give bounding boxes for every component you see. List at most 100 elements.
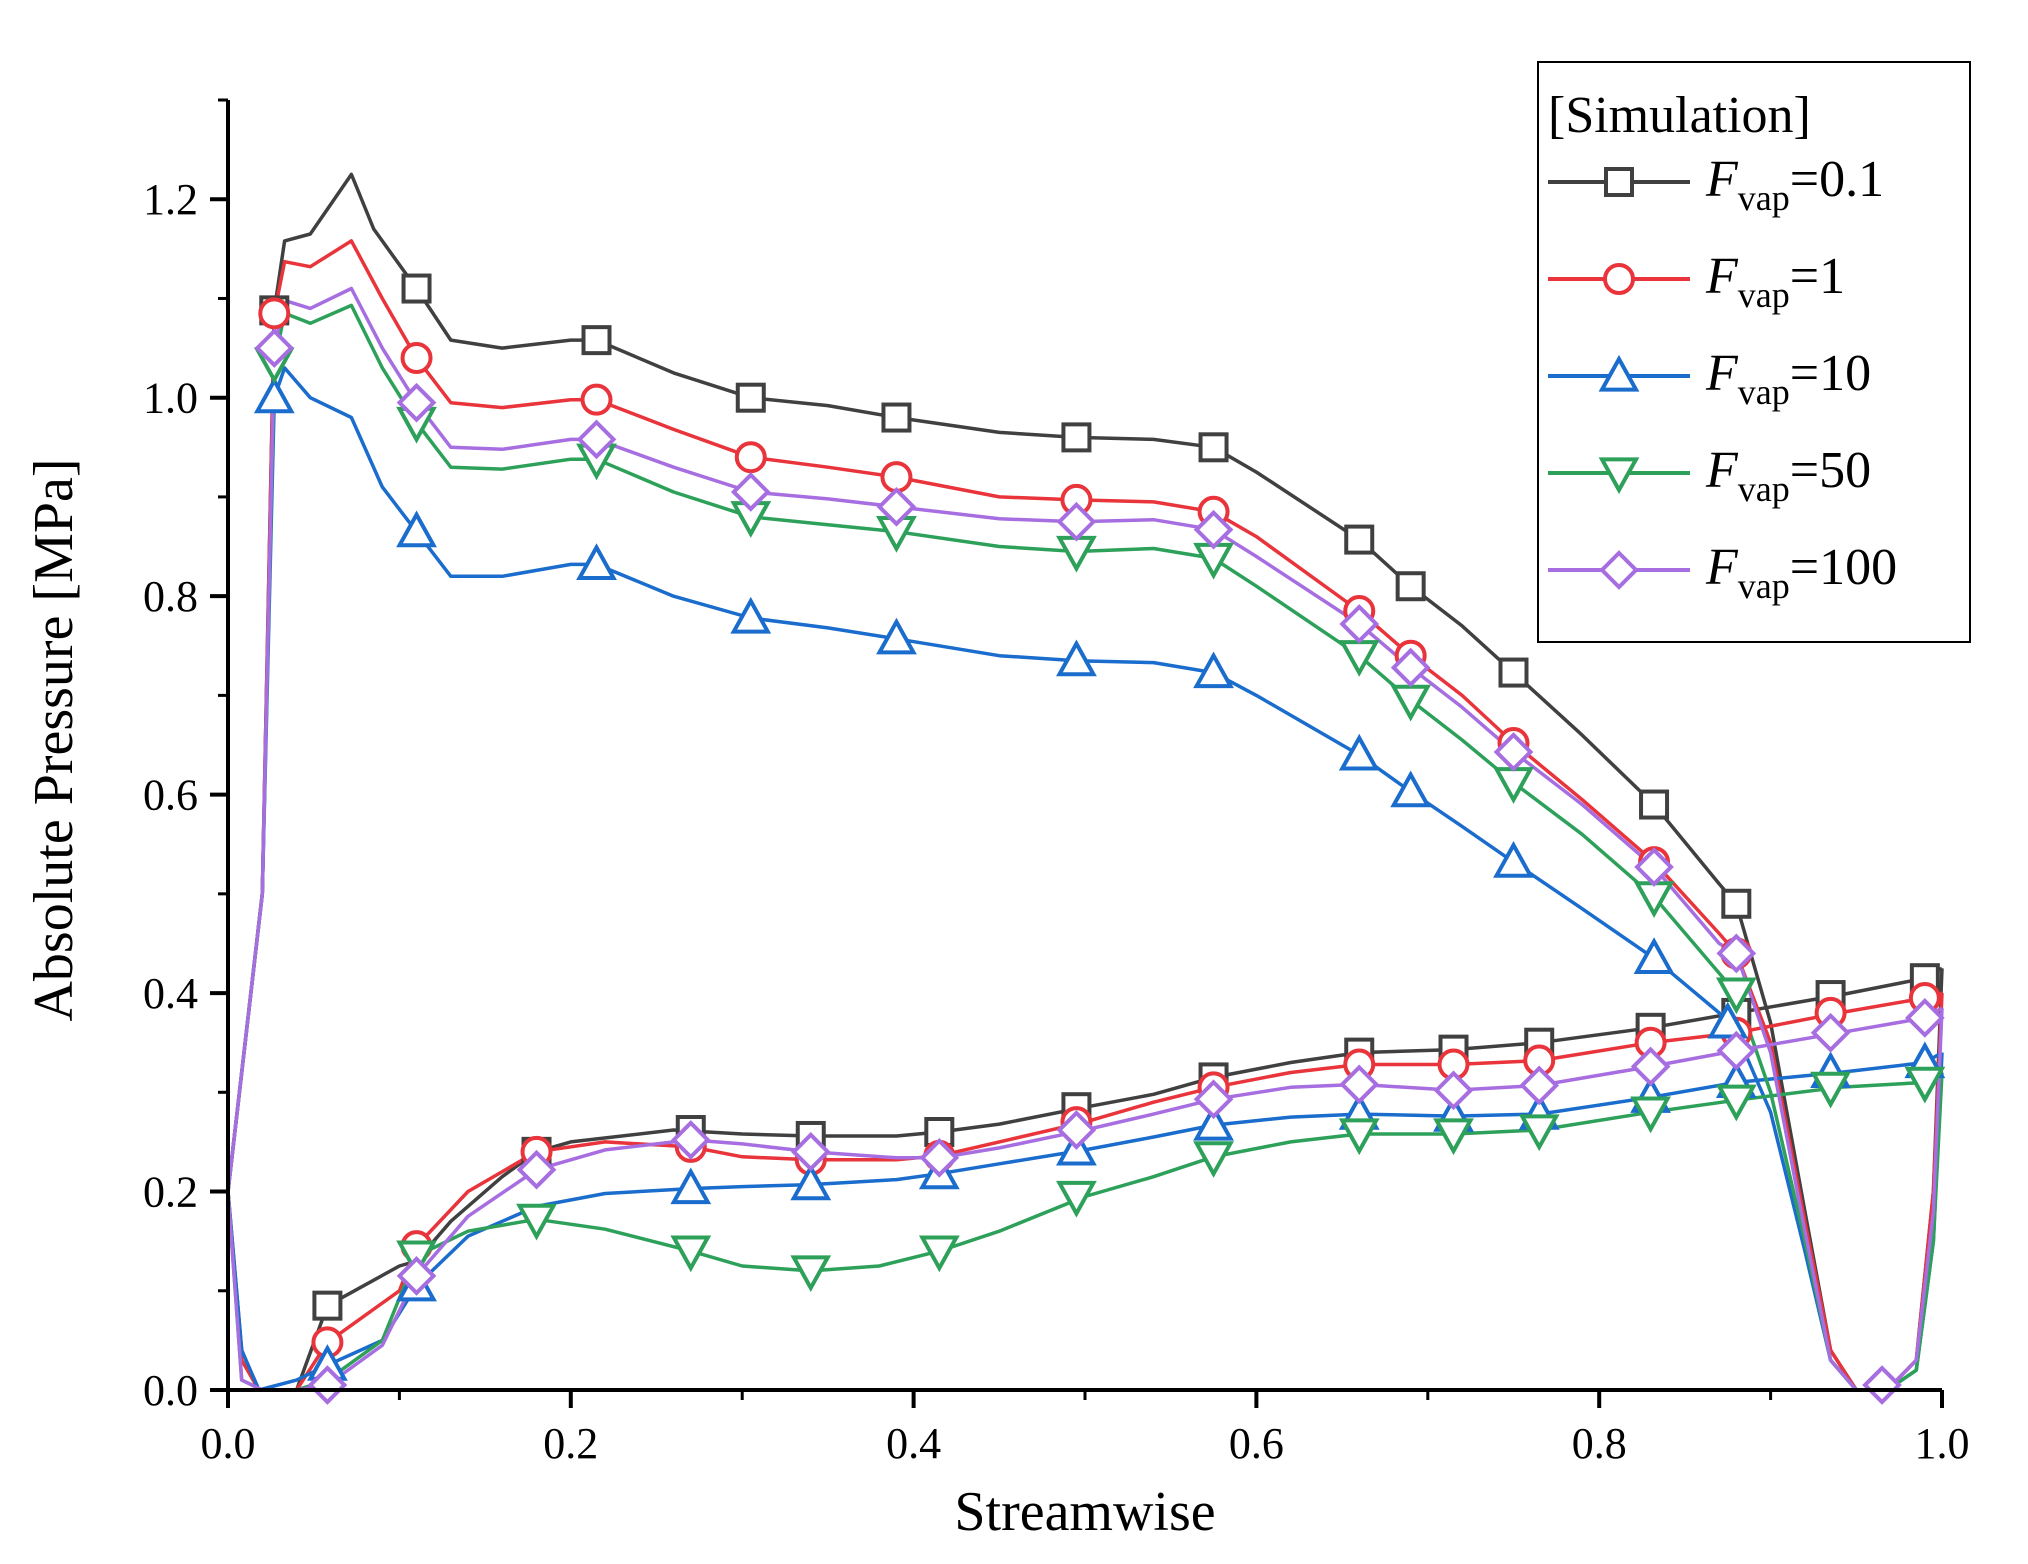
y-axis-title: Absolute Pressure [MPa] bbox=[23, 458, 85, 1021]
data-point bbox=[396, 1256, 437, 1296]
data-point bbox=[1056, 639, 1097, 677]
x-axis-title: Streamwise bbox=[954, 1481, 1215, 1543]
x-tick-label: 1.0 bbox=[1915, 1419, 1970, 1468]
legend-label: Fvap=0.1 bbox=[1705, 151, 1884, 218]
data-point bbox=[1633, 937, 1675, 974]
data-point bbox=[580, 383, 613, 416]
data-point bbox=[1715, 1084, 1757, 1122]
data-point bbox=[1721, 888, 1752, 919]
data-point bbox=[1707, 1001, 1749, 1039]
data-point bbox=[254, 328, 295, 368]
y-tick-label: 0.4 bbox=[143, 969, 198, 1018]
data-point bbox=[576, 543, 617, 580]
data-point bbox=[1630, 1096, 1672, 1134]
data-point bbox=[1193, 1141, 1234, 1178]
data-point bbox=[1904, 1066, 1946, 1104]
y-tick-label: 0.8 bbox=[143, 572, 198, 621]
data-point bbox=[1193, 1079, 1234, 1120]
data-point bbox=[1056, 501, 1097, 542]
data-point bbox=[1519, 1065, 1560, 1106]
data-point bbox=[670, 1167, 712, 1205]
y-tick-label: 0.2 bbox=[143, 1168, 198, 1217]
series-line-pressure bbox=[226, 239, 1944, 1392]
data-point bbox=[1639, 789, 1670, 820]
data-point bbox=[1056, 1180, 1097, 1218]
data-point bbox=[312, 1290, 343, 1321]
data-point bbox=[1810, 1012, 1851, 1053]
data-point bbox=[876, 487, 917, 527]
legend-title: [Simulation] bbox=[1548, 87, 1811, 144]
series-3 bbox=[226, 303, 1944, 1392]
series-2 bbox=[226, 366, 1944, 1392]
data-point bbox=[1810, 1071, 1851, 1109]
series-line-pressure bbox=[226, 303, 1944, 1392]
data-point bbox=[670, 1120, 711, 1160]
data-point bbox=[1498, 657, 1529, 688]
data-point bbox=[1716, 933, 1757, 974]
data-point bbox=[1056, 1110, 1097, 1150]
data-point bbox=[1634, 847, 1674, 887]
data-point bbox=[876, 617, 917, 655]
data-point bbox=[396, 510, 437, 548]
data-point bbox=[1344, 524, 1375, 555]
data-point bbox=[1198, 432, 1229, 463]
data-point bbox=[1390, 647, 1431, 688]
series-line-suction bbox=[226, 1006, 1943, 1392]
data-point bbox=[401, 273, 432, 304]
x-tick-label: 0.2 bbox=[543, 1419, 598, 1468]
data-point bbox=[790, 1255, 832, 1293]
data-point bbox=[881, 402, 912, 433]
data-point bbox=[307, 1365, 348, 1405]
data-point bbox=[258, 297, 291, 330]
series-line-pressure bbox=[226, 286, 1944, 1392]
series-line-suction bbox=[226, 1051, 1943, 1392]
data-point bbox=[1716, 1030, 1757, 1071]
y-tick-label: 0.6 bbox=[143, 771, 198, 820]
data-point bbox=[253, 376, 295, 414]
series-layer bbox=[226, 172, 1946, 1405]
data-point bbox=[1339, 1064, 1380, 1105]
legend-marker bbox=[1599, 550, 1639, 590]
legend-marker bbox=[1603, 263, 1635, 295]
data-point bbox=[516, 1149, 557, 1190]
series-line-suction bbox=[226, 1070, 1943, 1392]
data-point bbox=[919, 1137, 960, 1178]
data-point bbox=[730, 472, 771, 512]
x-tick-label: 0.8 bbox=[1572, 1419, 1627, 1468]
data-point bbox=[1862, 1365, 1902, 1405]
data-point bbox=[735, 382, 766, 413]
data-point bbox=[880, 461, 913, 494]
data-point bbox=[670, 1235, 712, 1273]
data-point bbox=[1390, 770, 1432, 808]
data-point bbox=[790, 1132, 831, 1172]
legend-label: Fvap=50 bbox=[1705, 442, 1871, 509]
data-point bbox=[1193, 1103, 1234, 1141]
data-point bbox=[1630, 1046, 1671, 1087]
series-4 bbox=[226, 286, 1944, 1392]
data-point bbox=[1905, 998, 1945, 1038]
data-point bbox=[1061, 422, 1092, 453]
x-tick-label: 0.4 bbox=[886, 1419, 941, 1468]
x-tick-label: 0.0 bbox=[201, 1419, 256, 1468]
data-point bbox=[1493, 732, 1534, 772]
data-point bbox=[1715, 977, 1757, 1015]
series-line-pressure bbox=[226, 366, 1944, 1392]
legend-label: Fvap=1 bbox=[1705, 248, 1845, 315]
data-point bbox=[1338, 733, 1380, 771]
legend-frame bbox=[1537, 61, 1971, 643]
data-point bbox=[516, 1203, 557, 1241]
y-tick-label: 1.2 bbox=[143, 175, 198, 224]
y-tick-label: 0.0 bbox=[143, 1366, 198, 1415]
data-point bbox=[396, 382, 437, 423]
data-point bbox=[1395, 571, 1426, 602]
data-point bbox=[790, 1163, 832, 1201]
data-point bbox=[918, 1235, 960, 1273]
data-point bbox=[1338, 1118, 1380, 1156]
axes-layer: 0.0 0.2 0.4 0.6 0.8 1.0 0.0 0.2 0.4 0.6 0.8 1.0 1.2 bbox=[143, 98, 1970, 1468]
data-point bbox=[581, 325, 612, 356]
data-point bbox=[576, 419, 617, 460]
data-point bbox=[734, 441, 767, 474]
legend-marker bbox=[1604, 167, 1634, 197]
series-line-pressure bbox=[226, 172, 1944, 1392]
